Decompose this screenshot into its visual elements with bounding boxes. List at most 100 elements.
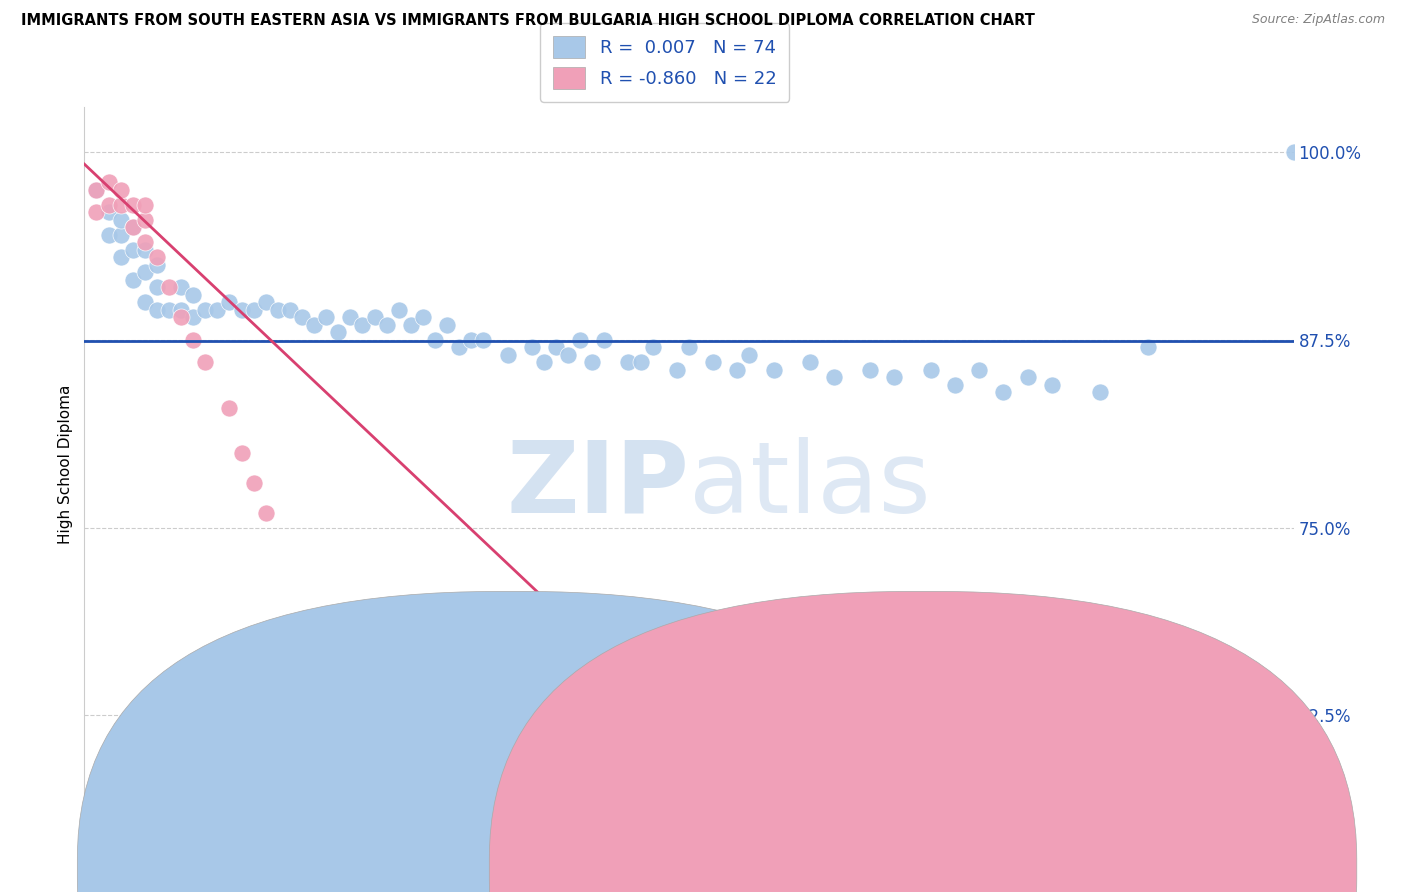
Point	[690, 791, 713, 805]
Point	[449, 340, 471, 354]
Point	[533, 355, 555, 369]
Point	[993, 385, 1015, 400]
Point	[702, 355, 724, 369]
Point	[1040, 378, 1063, 392]
Point	[641, 340, 664, 354]
Point	[242, 302, 264, 317]
Point	[460, 333, 482, 347]
Point	[557, 348, 579, 362]
Point	[146, 280, 169, 294]
Point	[762, 363, 785, 377]
Point	[375, 318, 398, 332]
Point	[883, 370, 905, 384]
Point	[134, 243, 156, 257]
Point	[315, 310, 337, 325]
Point	[339, 310, 361, 325]
Point	[110, 212, 132, 227]
Point	[121, 197, 143, 211]
Point	[363, 310, 385, 325]
Point	[207, 302, 229, 317]
Point	[170, 310, 193, 325]
Point	[157, 302, 180, 317]
Point	[399, 318, 422, 332]
Point	[134, 295, 156, 310]
Text: Source: ZipAtlas.com: Source: ZipAtlas.com	[1251, 13, 1385, 27]
Point	[110, 250, 132, 264]
Point	[231, 445, 253, 459]
Point	[630, 355, 652, 369]
Point	[593, 333, 616, 347]
Point	[412, 310, 434, 325]
Point	[218, 295, 240, 310]
Point	[423, 333, 446, 347]
Text: 100.0%: 100.0%	[1241, 852, 1299, 866]
Point	[1017, 370, 1039, 384]
Point	[823, 370, 845, 384]
Point	[1282, 145, 1305, 160]
Point	[799, 355, 821, 369]
Point	[738, 348, 761, 362]
Point	[110, 197, 132, 211]
Point	[678, 340, 700, 354]
Point	[134, 265, 156, 279]
Point	[302, 318, 325, 332]
Text: ZIP: ZIP	[506, 437, 689, 533]
Point	[678, 798, 700, 813]
Point	[181, 288, 204, 302]
Point	[1088, 385, 1111, 400]
Point	[170, 280, 193, 294]
Point	[544, 340, 567, 354]
Point	[352, 318, 374, 332]
Text: atlas: atlas	[689, 437, 931, 533]
Point	[157, 280, 180, 294]
Point	[254, 295, 277, 310]
Point	[617, 355, 640, 369]
Point	[146, 250, 169, 264]
Point	[97, 175, 120, 189]
Point	[97, 227, 120, 242]
Point	[920, 363, 942, 377]
Point	[170, 302, 193, 317]
Legend: R =  0.007   N = 74, R = -0.860   N = 22: R = 0.007 N = 74, R = -0.860 N = 22	[540, 23, 789, 102]
Point	[121, 243, 143, 257]
Point	[328, 326, 350, 340]
Point	[181, 310, 204, 325]
Point	[121, 273, 143, 287]
Point	[97, 205, 120, 219]
Point	[121, 220, 143, 235]
Point	[569, 333, 592, 347]
Point	[121, 220, 143, 235]
Point	[242, 475, 264, 490]
Point	[146, 302, 169, 317]
Point	[859, 363, 882, 377]
Point	[97, 197, 120, 211]
Point	[967, 363, 990, 377]
Point	[181, 333, 204, 347]
Point	[581, 355, 603, 369]
Point	[725, 363, 748, 377]
Point	[436, 318, 458, 332]
Point	[134, 235, 156, 250]
Point	[86, 183, 108, 197]
Point	[291, 310, 314, 325]
Point	[278, 302, 301, 317]
Point	[194, 302, 217, 317]
Point	[267, 302, 290, 317]
Point	[110, 183, 132, 197]
Point	[110, 227, 132, 242]
Point	[134, 197, 156, 211]
Point	[665, 363, 688, 377]
Point	[134, 212, 156, 227]
Point	[496, 348, 519, 362]
Point	[520, 340, 543, 354]
Point	[388, 302, 411, 317]
Point	[194, 355, 217, 369]
Point	[943, 378, 966, 392]
Point	[86, 205, 108, 219]
Text: Immigrants from Bulgaria: Immigrants from Bulgaria	[928, 861, 1125, 875]
Point	[472, 333, 495, 347]
Point	[1137, 340, 1160, 354]
Text: 0.0%: 0.0%	[79, 852, 117, 866]
Point	[254, 506, 277, 520]
Point	[231, 302, 253, 317]
